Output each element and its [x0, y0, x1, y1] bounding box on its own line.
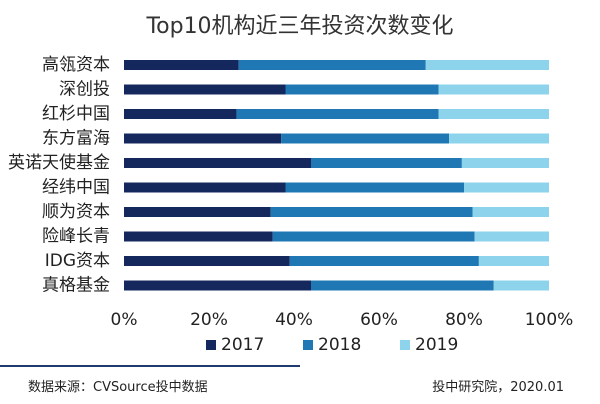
bar-2019-1 — [438, 84, 549, 95]
legend-swatch-2018 — [303, 340, 313, 350]
x-tick-label: 80% — [445, 310, 483, 330]
bar-2017-7 — [124, 231, 273, 242]
legend-label-2019: 2019 — [415, 335, 458, 355]
bar-2017-4 — [124, 158, 311, 168]
bar-2017-9 — [124, 280, 311, 291]
x-tick-label: 100% — [525, 310, 574, 330]
category-label: 经纬中国 — [42, 178, 110, 198]
bar-2017-1 — [124, 84, 286, 95]
x-tick-label: 0% — [111, 310, 138, 330]
bar-2018-6 — [270, 207, 473, 217]
legend-label-2017: 2017 — [221, 335, 264, 355]
bar-2018-5 — [285, 182, 464, 193]
bar-2019-0 — [425, 60, 549, 70]
category-label: 险峰长青 — [42, 227, 110, 247]
category-label: 高瓴资本 — [42, 55, 110, 75]
bar-2017-0 — [124, 60, 239, 70]
bar-group — [124, 60, 549, 291]
bar-2019-2 — [438, 109, 549, 119]
x-tick-label: 20% — [190, 310, 228, 330]
bar-2019-8 — [478, 256, 549, 266]
legend: 2017 2018 2019 — [206, 335, 458, 355]
category-label: IDG资本 — [45, 251, 110, 271]
bar-2019-9 — [493, 280, 549, 291]
x-tick-label: 60% — [360, 310, 398, 330]
chart-title: Top10机构近三年投资次数变化 — [146, 14, 454, 39]
category-label: 顺为资本 — [42, 202, 110, 222]
category-label: 深创投 — [59, 80, 110, 100]
footer-rule — [0, 365, 300, 367]
bar-2019-5 — [464, 182, 549, 193]
legend-swatch-2017 — [206, 340, 216, 350]
bar-2018-3 — [281, 133, 450, 144]
bar-2017-8 — [124, 256, 290, 266]
bar-2019-3 — [449, 133, 549, 144]
legend-swatch-2019 — [400, 340, 410, 350]
bar-2018-9 — [311, 280, 494, 291]
category-label: 东方富海 — [42, 129, 110, 149]
bar-2017-2 — [124, 109, 237, 119]
bar-2017-3 — [124, 133, 282, 144]
legend-label-2018: 2018 — [318, 335, 361, 355]
bar-2017-6 — [124, 207, 271, 217]
bar-2019-6 — [472, 207, 549, 217]
x-axis-ticks: 0% 20% 40% 60% 80% 100% — [111, 310, 574, 330]
category-label: 真格基金 — [42, 276, 110, 296]
bar-2018-4 — [311, 158, 462, 168]
bar-2018-8 — [289, 256, 479, 266]
bar-2017-5 — [124, 182, 286, 193]
bar-2019-4 — [461, 158, 549, 168]
footer-credit: 投中研究院，2020.01 — [432, 380, 564, 395]
bar-2018-0 — [238, 60, 426, 70]
bar-2019-7 — [474, 231, 549, 242]
category-label: 英诺天使基金 — [8, 152, 110, 173]
x-tick-label: 40% — [275, 310, 313, 330]
bar-2018-2 — [236, 109, 439, 119]
bar-2018-7 — [272, 231, 475, 242]
bar-2018-1 — [285, 84, 439, 95]
footer-source: 数据来源：CVSource投中数据 — [28, 380, 208, 395]
category-label: 红杉中国 — [42, 104, 110, 124]
